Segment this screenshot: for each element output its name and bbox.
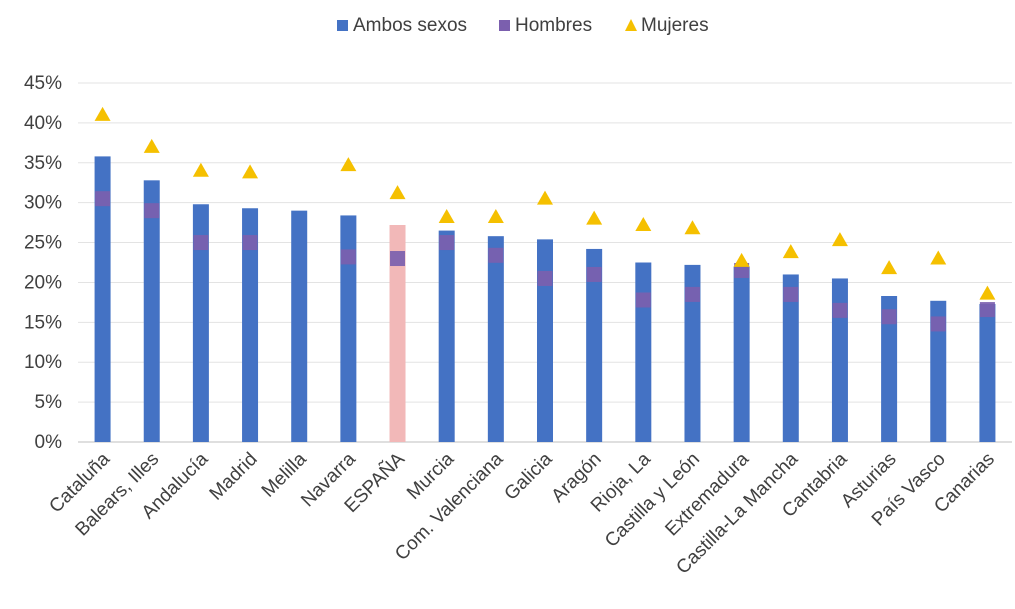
bar-ambos-sexos bbox=[192, 204, 209, 442]
marker-hombres bbox=[783, 286, 799, 302]
legend: Ambos sexos Hombres Mujeres bbox=[337, 15, 709, 36]
marker-mujeres bbox=[143, 138, 160, 153]
bar-ambos-sexos bbox=[684, 264, 701, 442]
y-tick-label: 20% bbox=[24, 272, 62, 293]
bar-ambos-sexos bbox=[537, 239, 553, 442]
marker-hombres bbox=[439, 235, 455, 251]
marker-mujeres bbox=[831, 232, 848, 247]
legend-label: Hombres bbox=[515, 15, 592, 36]
marker-mujeres bbox=[242, 164, 259, 179]
marker-mujeres bbox=[979, 285, 996, 300]
marker-mujeres bbox=[782, 244, 799, 259]
marker-mujeres bbox=[487, 209, 504, 224]
marker-mujeres bbox=[340, 157, 357, 172]
marker-hombres bbox=[635, 292, 651, 308]
bar-ambos-sexos bbox=[242, 208, 259, 442]
legend-mujeres-swatch bbox=[625, 19, 637, 31]
bar-ambos-sexos bbox=[930, 300, 947, 442]
bar-ambos-sexos bbox=[733, 266, 750, 442]
marker-mujeres bbox=[635, 217, 652, 232]
bars-group bbox=[94, 156, 996, 442]
y-tick-label: 5% bbox=[35, 392, 63, 413]
marker-mujeres bbox=[389, 185, 406, 200]
y-tick-label: 10% bbox=[24, 352, 62, 373]
marker-mujeres bbox=[684, 220, 701, 235]
y-tick-label: 15% bbox=[24, 312, 62, 333]
marker-hombres bbox=[979, 302, 995, 318]
marker-mujeres bbox=[438, 209, 455, 224]
marker-mujeres bbox=[881, 260, 898, 275]
bar-ambos-sexos bbox=[831, 278, 848, 442]
marker-hombres bbox=[684, 286, 700, 302]
x-tick-label: Madrid bbox=[206, 449, 262, 505]
marker-hombres bbox=[144, 203, 160, 219]
marker-hombres bbox=[390, 251, 406, 267]
marker-hombres bbox=[242, 235, 258, 251]
marker-hombres bbox=[340, 249, 356, 265]
markers-group bbox=[94, 106, 996, 332]
bar-ambos-sexos bbox=[487, 236, 504, 442]
marker-hombres bbox=[930, 316, 946, 332]
bar-ambos-sexos bbox=[438, 230, 455, 442]
bar-ambos-sexos bbox=[291, 210, 308, 442]
marker-hombres bbox=[537, 270, 553, 286]
marker-hombres bbox=[832, 302, 848, 318]
bar-ambos-sexos bbox=[340, 215, 357, 442]
bar-ambos-sexos bbox=[782, 274, 799, 442]
y-tick-label: 25% bbox=[24, 233, 62, 254]
bar-ambos-sexos bbox=[143, 180, 160, 442]
marker-mujeres bbox=[733, 252, 750, 267]
bar-ambos-sexos bbox=[389, 225, 406, 442]
bar-ambos-sexos bbox=[94, 156, 111, 442]
bar-ambos-sexos bbox=[979, 303, 996, 442]
bar-ambos-sexos bbox=[635, 262, 652, 442]
marker-mujeres bbox=[586, 210, 603, 225]
marker-hombres bbox=[488, 247, 504, 263]
marker-hombres bbox=[881, 309, 897, 325]
legend-ambos-sexos-swatch bbox=[337, 20, 348, 31]
legend-hombres-swatch bbox=[499, 20, 510, 31]
marker-mujeres bbox=[94, 106, 111, 121]
bar-ambos-sexos bbox=[586, 248, 603, 442]
y-tick-label: 0% bbox=[35, 432, 63, 453]
x-tick-label: Galicia bbox=[501, 448, 557, 504]
marker-hombres bbox=[95, 191, 111, 207]
y-tick-label: 30% bbox=[24, 193, 62, 214]
marker-hombres bbox=[193, 235, 209, 251]
marker-hombres bbox=[586, 266, 602, 282]
y-axis: 0% 5% 10% 15% 20% 25% 30% 35% 40% 45% bbox=[24, 73, 62, 453]
legend-label: Mujeres bbox=[641, 15, 709, 36]
y-tick-label: 35% bbox=[24, 153, 62, 174]
marker-mujeres bbox=[192, 162, 209, 177]
y-tick-label: 40% bbox=[24, 113, 62, 134]
y-tick-label: 45% bbox=[24, 73, 62, 94]
marker-mujeres bbox=[537, 190, 553, 205]
bar-ambos-sexos bbox=[881, 296, 898, 442]
legend-label: Ambos sexos bbox=[353, 15, 467, 36]
marker-mujeres bbox=[930, 250, 947, 265]
